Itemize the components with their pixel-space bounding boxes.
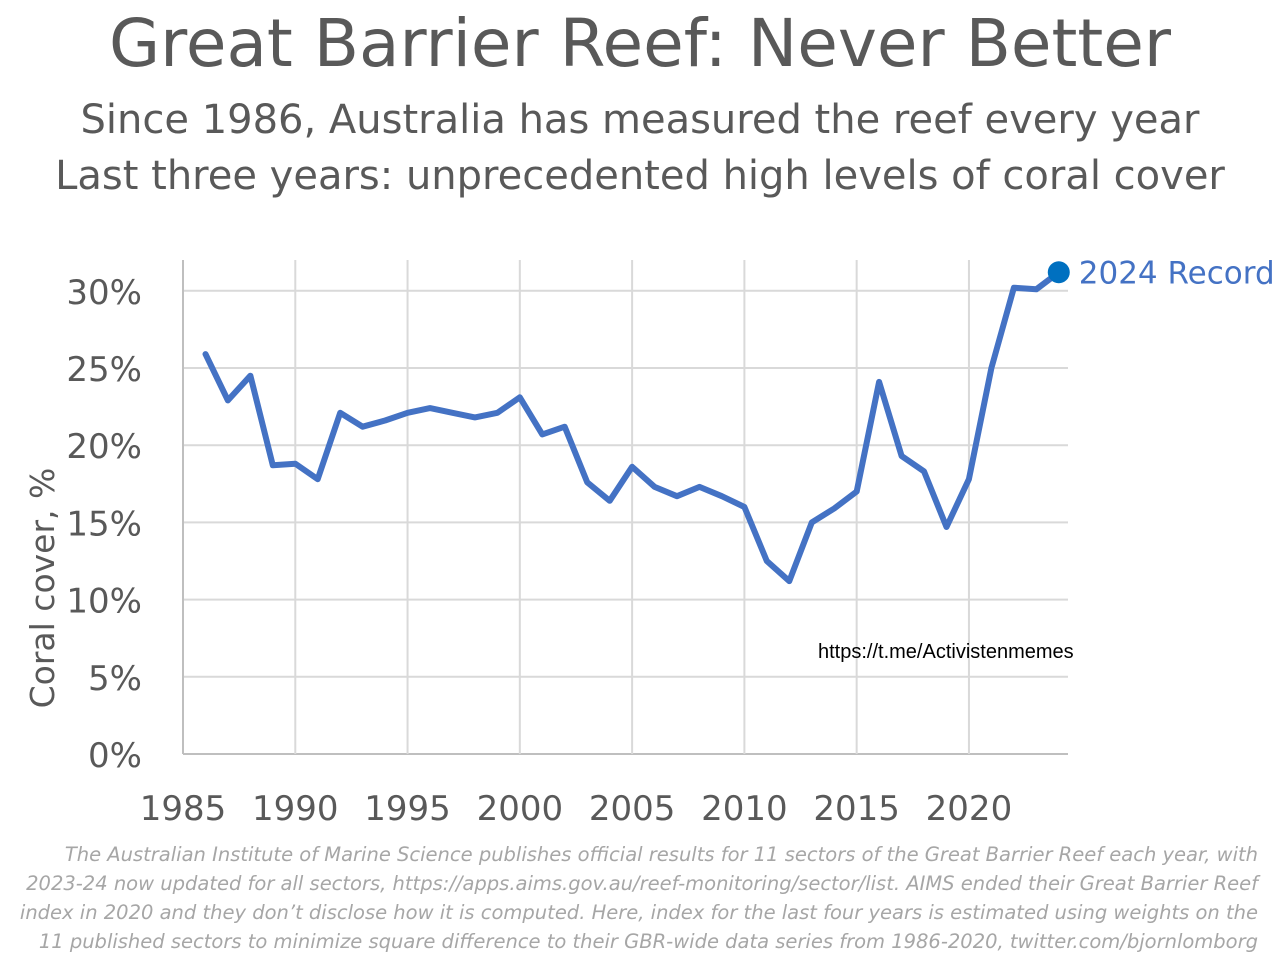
data-point [854,489,860,495]
data-point [382,417,388,423]
x-tick-label: 1985 [140,789,227,829]
data-point [899,453,905,459]
y-tick-label: 10% [66,582,142,622]
data-point [988,365,994,371]
record-annotation: 2024 Record [1079,255,1275,291]
y-axis-ticks: 0% 5% 10% 15% 20% 25% 30% [66,273,142,776]
data-point [652,484,658,490]
data-point [270,462,276,468]
data-point [247,373,253,379]
chart-subtitle-2: Last three years: unprecedented high lev… [55,153,1225,199]
x-tick-label: 1990 [252,789,339,829]
y-tick-label: 25% [66,350,142,390]
data-point [1033,286,1039,292]
x-tick-label: 1995 [364,789,451,829]
data-point [405,410,411,416]
watermark[interactable]: https://t.me/Activistenmemes [818,641,1074,663]
data-point [1011,285,1017,291]
y-tick-label: 15% [66,504,142,544]
x-axis-ticks: 1985 1990 1995 2000 2005 2010 2015 2020 [140,789,1012,829]
footnote: The Australian Institute of Marine Scien… [19,843,1258,953]
data-point [225,397,231,403]
data-point [202,351,208,357]
data-point [360,424,366,430]
data-point [966,476,972,482]
data-point [517,394,523,400]
chart-title: Great Barrier Reef: Never Better [109,5,1171,82]
data-point [921,468,927,474]
chart-subtitle-1: Since 1986, Australia has measured the r… [80,97,1200,143]
data-point [539,431,545,437]
data-point [943,524,949,530]
data-point [719,493,725,499]
data-point [786,578,792,584]
data-point [629,464,635,470]
data-point [494,410,500,416]
y-tick-label: 0% [88,736,142,776]
y-tick-label: 20% [66,427,142,467]
data-point [292,461,298,467]
data-point [831,506,837,512]
data-point [674,493,680,499]
x-tick-label: 2010 [701,789,788,829]
record-marker [1047,261,1070,284]
x-tick-label: 2000 [477,789,564,829]
data-point [427,405,433,411]
data-point [764,558,770,564]
series-line [202,269,1062,585]
x-tick-label: 2015 [813,789,900,829]
data-point [696,484,702,490]
x-tick-label: 2020 [926,789,1013,829]
data-point [449,410,455,416]
y-tick-label: 5% [88,659,142,699]
data-point [472,414,478,420]
y-tick-label: 30% [66,273,142,313]
y-axis-label: Coral cover, % [23,468,62,709]
line-chart: 0% 5% 10% 15% 20% 25% 30% 1985 1990 1995 2000 2005… [23,255,1275,829]
data-point [607,498,613,504]
data-point [876,379,882,385]
data-point [809,519,815,525]
data-point [315,476,321,482]
data-point [741,504,747,510]
data-point [562,424,568,430]
data-point [584,479,590,485]
data-point [337,410,343,416]
x-tick-label: 2005 [589,789,676,829]
